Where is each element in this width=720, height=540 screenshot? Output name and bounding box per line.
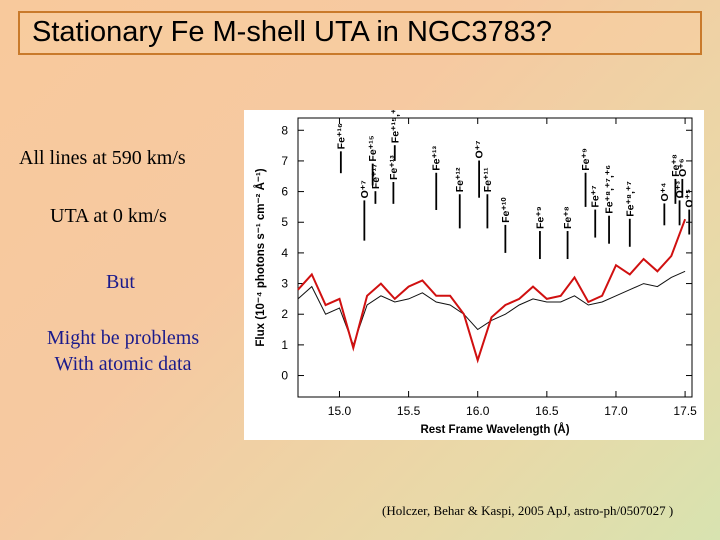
citation: (Holczer, Behar & Kaspi, 2005 ApJ, astro… (382, 503, 674, 518)
x-tick-label: 16.5 (535, 404, 559, 418)
y-tick-label: 1 (281, 338, 288, 352)
x-tick-label: 17.0 (604, 404, 628, 418)
title-box: Stationary Fe M-shell UTA in NGC3783? (18, 11, 702, 55)
ion-marker-label: Fe⁺⁹ (534, 206, 546, 229)
ion-marker-label: Fe⁺⁹ (580, 148, 592, 171)
atomic-data-note: Might be problems With atomic data (28, 325, 218, 377)
x-tick-label: 17.5 (673, 404, 697, 418)
ion-marker-label: Fe⁺⁸,⁺⁷ (624, 181, 636, 217)
ion-marker-label: Fe⁺⁸ (562, 206, 574, 229)
ion-marker-label: Fe⁺¹⁵ (367, 135, 379, 161)
ion-marker-label: Fe⁺⁸,⁺⁷,⁺⁶ (604, 165, 616, 214)
ion-marker-label: O⁺⁶ (677, 158, 689, 177)
x-tick-label: 15.5 (397, 404, 421, 418)
ion-marker-label: Fe⁺¹³ (431, 145, 443, 170)
ion-marker-label: Fe⁺¹² (454, 167, 466, 192)
y-tick-label: 3 (281, 277, 288, 291)
y-tick-label: 8 (281, 123, 288, 137)
x-axis-label: Rest Frame Wavelength (Å) (420, 423, 569, 436)
model-series-line (297, 218, 687, 364)
ion-marker-label: O⁺⁴ (659, 183, 671, 202)
but-text: But (106, 271, 135, 293)
ion-marker-label: Fe⁺¹⁵,⁺¹⁸ (389, 110, 401, 143)
ion-marker-label: Fe⁺¹⁷ (370, 164, 382, 190)
y-tick-label: 6 (281, 185, 288, 199)
ion-marker-label: Fe⁺⁸ (670, 154, 682, 177)
atomic-data-line-1: Might be problems (46, 327, 200, 349)
spectrum-figure: 15.0 15.5 16.0 16.5 17.0 17.5 0 1 2 3 4 5 6 7 8 Rest Fr… (244, 110, 704, 440)
y-tick-label: 7 (281, 154, 288, 168)
spectrum-chart: 15.0 15.5 16.0 16.5 17.0 17.5 0 1 2 3 4 5 6 7 8 Rest Fr… (254, 110, 697, 436)
ion-marker-label: Fe⁺¹⁰ (500, 197, 512, 223)
y-axis-label: Flux (10⁻⁴ photons s⁻¹ cm⁻² Å⁻¹) (254, 168, 267, 346)
x-tick-label: 16.0 (466, 404, 490, 418)
ion-marker-label: Fe⁺⁷ (590, 185, 602, 207)
ion-marker-label: Fe⁺¹¹ (482, 167, 494, 192)
x-tick-label: 15.0 (328, 404, 352, 418)
y-tick-label: 0 (281, 369, 288, 383)
ion-marker-label: O⁺⁵ (684, 189, 696, 208)
slide-title: Stationary Fe M-shell UTA in NGC3783? (32, 16, 553, 48)
uta-velocity-text: UTA at 0 km/s (50, 205, 167, 227)
y-tick-label: 5 (281, 215, 288, 229)
atomic-data-line-2: With atomic data (54, 353, 192, 375)
ion-marker-label: Fe⁺¹³ (388, 155, 400, 180)
ion-marker-label: Fe⁺¹⁶ (335, 123, 347, 149)
plot-frame (297, 117, 693, 398)
lines-velocity-text: All lines at 590 km/s (19, 147, 186, 169)
y-tick-label: 4 (281, 246, 288, 260)
ion-marker-label: O⁺⁷ (359, 180, 371, 198)
ion-marker-label: O⁺³ (674, 181, 686, 199)
y-tick-label: 2 (281, 307, 288, 321)
ion-marker-label: O⁺⁷ (474, 140, 486, 158)
